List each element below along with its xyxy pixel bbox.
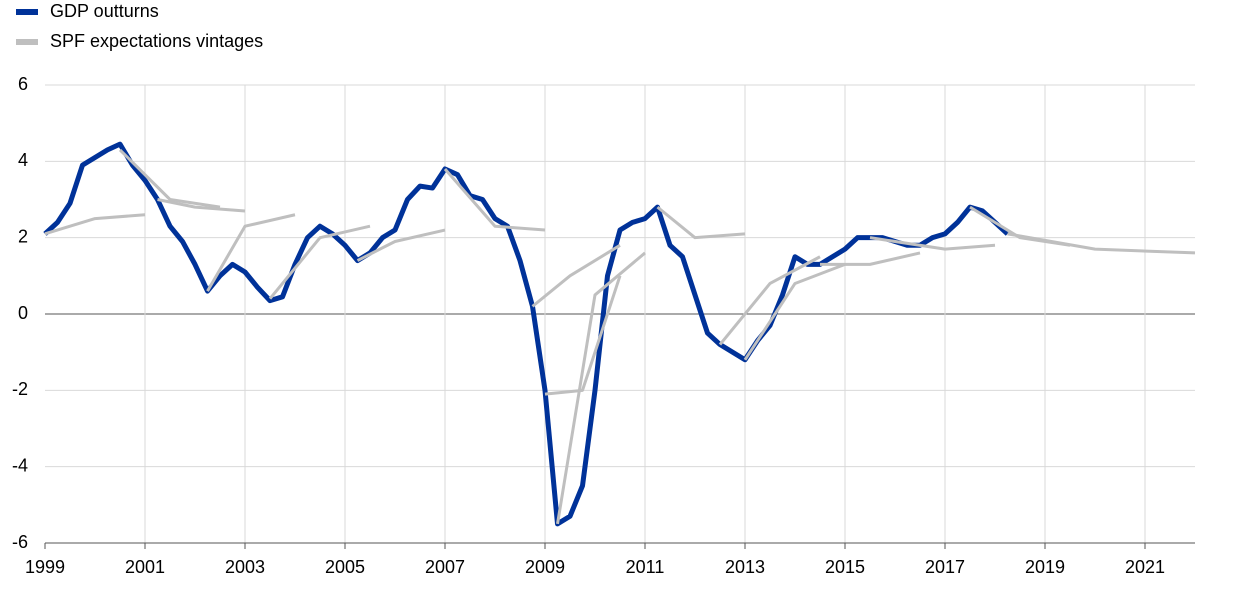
y-tick-label: 4 bbox=[18, 150, 28, 170]
legend-label: GDP outturns bbox=[50, 1, 159, 21]
vintage-line bbox=[743, 262, 846, 361]
vintage-line bbox=[268, 224, 371, 300]
vintage-line bbox=[206, 213, 296, 292]
outturn-line bbox=[43, 141, 1010, 527]
vintage-line bbox=[718, 255, 821, 346]
x-tick-label: 2001 bbox=[125, 557, 165, 577]
x-tick-label: 2005 bbox=[325, 557, 365, 577]
x-tick-label: 2007 bbox=[425, 557, 465, 577]
vintage-line bbox=[544, 275, 622, 396]
vintage-line bbox=[356, 228, 446, 262]
legend-label: SPF expectations vintages bbox=[50, 31, 263, 51]
vintage-line bbox=[556, 251, 646, 525]
vintage-line bbox=[157, 198, 246, 213]
x-tick-label: 1999 bbox=[25, 557, 65, 577]
vintage-line bbox=[531, 244, 621, 308]
y-tick-label: 0 bbox=[18, 303, 28, 323]
vintage-line bbox=[869, 236, 996, 251]
vintage-line bbox=[656, 205, 746, 240]
x-tick-label: 2017 bbox=[925, 557, 965, 577]
vintage-line bbox=[1007, 232, 1196, 255]
vintage-line bbox=[44, 213, 146, 236]
y-tick-label: 6 bbox=[18, 74, 28, 94]
y-tick-label: -4 bbox=[12, 455, 28, 475]
x-tick-label: 2019 bbox=[1025, 557, 1065, 577]
y-tick-label: 2 bbox=[18, 226, 28, 246]
x-tick-label: 2021 bbox=[1125, 557, 1165, 577]
x-tick-label: 2013 bbox=[725, 557, 765, 577]
x-tick-label: 2011 bbox=[626, 557, 665, 577]
vintage-line bbox=[118, 148, 221, 209]
y-tick-label: -2 bbox=[12, 379, 28, 399]
x-tick-label: 2003 bbox=[225, 557, 265, 577]
x-tick-label: 2015 bbox=[825, 557, 865, 577]
x-tick-label: 2009 bbox=[525, 557, 565, 577]
vintage-line bbox=[443, 167, 546, 232]
y-tick-label: -6 bbox=[12, 532, 28, 552]
vintage-line bbox=[820, 251, 921, 266]
